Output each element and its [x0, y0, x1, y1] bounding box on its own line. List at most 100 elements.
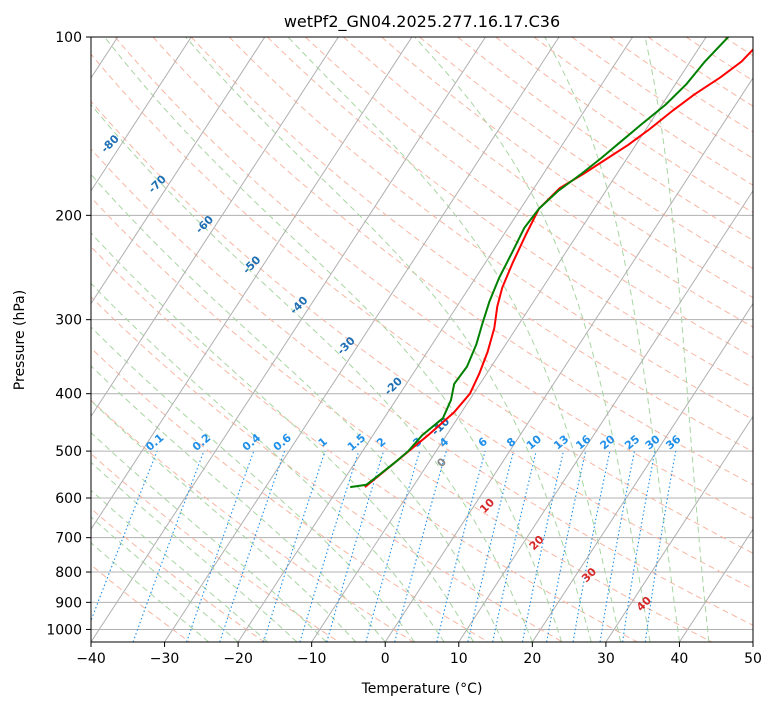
x-tick-label: 30: [597, 651, 615, 667]
moist-adiabat: [644, 37, 710, 642]
mixing-ratio-line: [91, 450, 158, 622]
moist-adiabat: [104, 37, 563, 642]
y-tick-label: 200: [55, 208, 82, 224]
dry-adiabats: [91, 37, 775, 642]
dry-adiabat-label: -70: [146, 172, 169, 195]
isotherms: [91, 37, 753, 642]
reference-line-labels: 0.1 0.2 0.4 0.6 1 1.5 2 3 4 6 8 10 13 16 20 25 30 36-100-…: [1, 48, 683, 614]
profile-line: [350, 37, 729, 489]
moist-adiabat: [414, 37, 651, 642]
dry-adiabat: [457, 37, 753, 241]
isotherm: [91, 37, 339, 418]
mixing-ratio-line: [644, 451, 677, 642]
isotherm: [91, 37, 192, 192]
isotherm: [91, 37, 486, 642]
isotherm: [679, 528, 753, 642]
dry-adiabat: [91, 453, 340, 642]
dry-adiabat: [91, 296, 563, 642]
y-tick-label: 600: [55, 491, 82, 507]
mixing-ratio-line: [219, 450, 286, 642]
mixing-ratio-label: 0.1: [143, 431, 166, 453]
mixing-ratio-line: [365, 450, 421, 642]
x-tick-label: 40: [671, 651, 689, 667]
dry-adiabat: [152, 37, 753, 486]
mixing-ratio-line: [394, 450, 447, 642]
mixing-ratio-line: [436, 450, 486, 642]
moist-adiabat: [185, 37, 592, 642]
chart-title: wetPf2_GN04.2025.277.16.17.C36: [284, 12, 560, 32]
mixing-ratio-label: 16: [573, 432, 593, 452]
dry-adiabat-label: -90: [51, 92, 74, 115]
dry-adiabat: [91, 148, 753, 626]
moist-adiabat: [91, 399, 357, 642]
moist-adiabat: [91, 173, 504, 642]
mixing-ratio-line: [262, 450, 326, 642]
dry-adiabat: [91, 246, 638, 642]
moist-adiabat: [287, 37, 622, 642]
moist-adiabat: [91, 489, 268, 642]
dry-adiabat: [533, 37, 753, 186]
x-tick-label: −30: [150, 651, 180, 667]
mixing-ratio-line: [186, 450, 255, 642]
dry-adiabat-label: -30: [335, 334, 358, 357]
profile-series: [350, 37, 753, 489]
plot-frame: [90, 36, 754, 643]
x-tick-label: 10: [450, 651, 468, 667]
moist-adiabat-label: 30: [579, 565, 599, 585]
isotherm: [384, 77, 753, 642]
moist-adiabat-label: 0: [434, 455, 449, 470]
dry-adiabat: [91, 564, 190, 642]
y-tick-label: 700: [55, 531, 82, 547]
moist-adiabat-label: 40: [634, 594, 654, 614]
y-tick-label: 400: [55, 387, 82, 403]
moist-adiabat: [91, 461, 298, 642]
mixing-ratio-line: [492, 450, 537, 642]
y-axis-ticks: 100 200 300 400 500 600 700 800 900 1000: [46, 30, 91, 638]
moist-adiabat: [91, 232, 474, 642]
mixing-ratio-label: 0.6: [271, 431, 295, 454]
isotherm: [458, 189, 753, 642]
moist-adiabat-label: 10: [477, 496, 497, 516]
pressure-gridlines: [91, 37, 753, 630]
dry-adiabat: [267, 37, 753, 389]
mixing-ratio-lines: [91, 450, 677, 642]
mixing-ratio-line: [521, 450, 565, 642]
dry-adiabat: [571, 37, 753, 159]
dry-adiabat-label: -100: [1, 48, 30, 77]
dry-adiabat: [647, 37, 753, 107]
isotherm: [91, 37, 413, 531]
x-axis-ticks: −40 −30 −20 −10 0 10 20 30 40 50: [76, 642, 762, 667]
isotherm: [91, 37, 266, 305]
mixing-ratio-label: 25: [622, 433, 642, 453]
x-tick-label: 50: [744, 651, 762, 667]
moist-adiabat: [91, 516, 239, 642]
x-axis-label: Temperature (°C): [361, 681, 483, 697]
dry-adiabat: [91, 100, 753, 590]
mixing-ratio-line: [326, 450, 385, 642]
y-tick-label: 100: [55, 30, 82, 46]
moist-adiabat: [91, 103, 533, 642]
y-tick-label: 300: [55, 313, 82, 329]
y-tick-label: 900: [55, 595, 82, 611]
x-tick-label: −20: [223, 651, 253, 667]
moist-adiabat: [91, 431, 327, 642]
y-tick-label: 500: [55, 444, 82, 460]
dry-adiabat-label: -80: [98, 132, 121, 155]
dry-adiabat: [91, 196, 713, 642]
mixing-ratio-label: 0.4: [240, 431, 264, 454]
x-tick-label: 20: [523, 651, 541, 667]
x-tick-label: −40: [76, 651, 106, 667]
dry-adiabat: [190, 37, 753, 453]
dry-adiabat: [305, 37, 753, 358]
mixing-ratio-line: [467, 450, 515, 642]
mixing-ratio-line: [546, 450, 587, 642]
moist-adiabats: [91, 37, 710, 642]
dry-adiabat: [762, 37, 775, 642]
y-tick-label: 800: [55, 565, 82, 581]
moist-adiabat: [91, 365, 386, 642]
dry-adiabat: [91, 347, 489, 642]
dry-adiabat: [685, 37, 753, 82]
mixing-ratio-line: [622, 450, 656, 642]
dry-adiabat-label: -20: [382, 374, 405, 397]
isotherm: [164, 37, 560, 642]
